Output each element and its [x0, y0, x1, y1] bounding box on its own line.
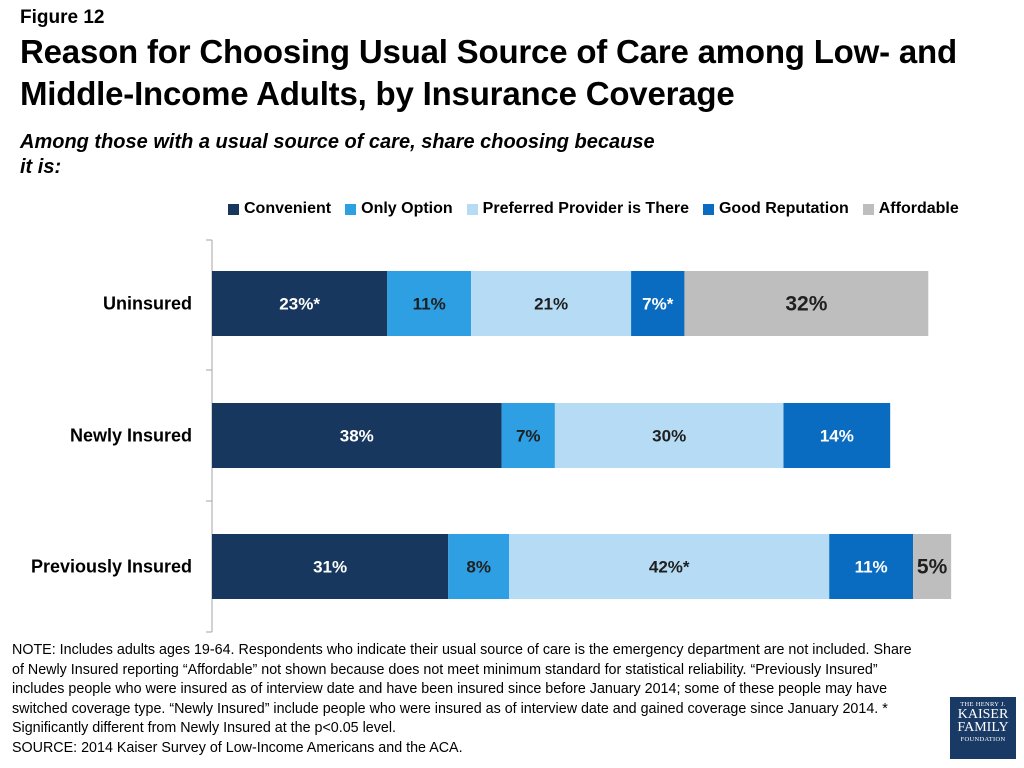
data-label: 5% [917, 556, 948, 579]
legend-item-2: Preferred Provider is There [466, 200, 689, 218]
stacked-bar-chart: Uninsured 23%* 11% 21% 7%* 32% Newly Insured 38… [31, 239, 952, 633]
data-label: 21% [534, 295, 568, 314]
legend-item-1: Only Option [345, 200, 453, 218]
data-label: 31% [313, 558, 347, 577]
data-label: 42%* [649, 558, 690, 577]
note-text: NOTE: Includes adults ages 19-64. Respon… [12, 642, 912, 736]
logo-line-1: THE HENRY J. [960, 701, 1006, 708]
kff-logo: THE HENRY J. KAISER FAMILY FOUNDATION [950, 697, 1016, 759]
bar-segment [829, 534, 914, 599]
legend-swatch [228, 203, 239, 215]
bar-segment [783, 403, 891, 468]
data-label: 7%* [642, 295, 674, 314]
chart-title: Reason for Choosing Usual Source of Care… [20, 33, 957, 112]
bar-segment [212, 534, 449, 599]
footnote: NOTE: Includes adults ages 19-64. Respon… [12, 641, 912, 758]
legend-swatch [862, 203, 874, 215]
bar-segment [387, 271, 472, 336]
data-label: 8% [466, 558, 491, 577]
legend-item-4: Affordable [862, 200, 959, 218]
data-label: 11% [855, 558, 888, 577]
legend-label: Good Reputation [718, 200, 849, 217]
category-label: Previously Insured [31, 557, 192, 577]
legend-item-0: Convenient [228, 200, 331, 218]
logo-line-3: FAMILY [957, 720, 1009, 735]
legend-swatch [345, 203, 357, 215]
data-label: 11% [413, 295, 446, 314]
chart-subtitle: Among those with a usual source of care,… [20, 131, 655, 178]
data-label: 30% [652, 427, 686, 446]
legend-label: Only Option [361, 200, 453, 217]
legend-label: Convenient [244, 200, 332, 217]
bar-segment [448, 534, 510, 599]
data-label: 14% [820, 427, 854, 446]
source-text: SOURCE: 2014 Kaiser Survey of Low-Income… [12, 739, 463, 756]
category-label: Newly Insured [70, 426, 192, 446]
bar-segment [684, 271, 929, 336]
bar-segment [471, 271, 632, 336]
bar-segment [212, 403, 502, 468]
bar-segment [212, 271, 388, 336]
legend-label: Affordable [878, 200, 959, 217]
legend-swatch [466, 203, 478, 215]
logo-line-2: KAISER [957, 707, 1009, 722]
bar-segment [501, 403, 555, 468]
bar-segment [554, 403, 784, 468]
logo-line-4: FOUNDATION [960, 736, 1006, 743]
bar-segment [509, 534, 830, 599]
category-label: Uninsured [103, 294, 192, 314]
bar-segment [631, 271, 685, 336]
data-label: 38% [340, 427, 374, 446]
data-label: 7% [516, 427, 541, 446]
figure-label: Figure 12 [20, 7, 105, 28]
data-label: 32% [785, 293, 827, 316]
chart-legend: Convenient Only Option Preferred Provider … [228, 198, 1018, 220]
legend-label: Preferred Provider is There [482, 200, 689, 217]
data-label: 23%* [279, 295, 320, 314]
legend-swatch [702, 203, 714, 215]
bar-segment [913, 534, 952, 599]
legend-item-3: Good Reputation [702, 200, 849, 218]
